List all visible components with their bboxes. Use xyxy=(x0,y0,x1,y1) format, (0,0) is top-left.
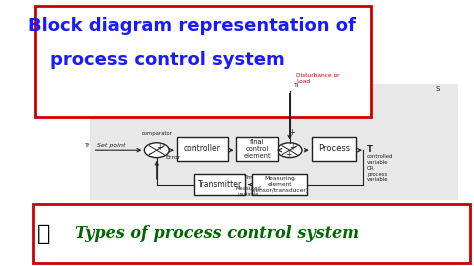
Text: +: + xyxy=(156,143,163,152)
Text: controller: controller xyxy=(184,144,220,153)
Text: controlled
variable
OR
process
variable: controlled variable OR process variable xyxy=(367,154,393,182)
Text: Block diagram representation of: Block diagram representation of xyxy=(28,17,356,35)
FancyBboxPatch shape xyxy=(237,137,279,161)
Circle shape xyxy=(145,143,169,158)
Text: 👉: 👉 xyxy=(37,223,51,244)
Text: final
control
element: final control element xyxy=(244,139,271,159)
FancyBboxPatch shape xyxy=(312,137,356,161)
Text: Types of process control system: Types of process control system xyxy=(75,225,359,242)
Text: Tr: Tr xyxy=(85,143,91,148)
FancyBboxPatch shape xyxy=(91,84,458,201)
FancyBboxPatch shape xyxy=(194,174,245,195)
Text: Disturbance or
Load: Disturbance or Load xyxy=(296,73,340,84)
Text: Set point: Set point xyxy=(97,143,126,148)
Text: +: + xyxy=(290,143,296,152)
Text: Error: Error xyxy=(165,156,181,160)
Text: +: + xyxy=(288,128,295,138)
FancyBboxPatch shape xyxy=(35,6,372,117)
Text: T: T xyxy=(367,145,373,154)
Text: -: - xyxy=(149,149,152,158)
Text: process control system: process control system xyxy=(50,51,285,69)
Circle shape xyxy=(277,143,302,158)
Text: +: + xyxy=(285,150,292,159)
Text: Ti: Ti xyxy=(294,83,300,88)
FancyBboxPatch shape xyxy=(33,205,470,263)
Text: comparator: comparator xyxy=(141,131,172,136)
FancyBboxPatch shape xyxy=(177,137,228,161)
Text: S: S xyxy=(436,86,440,92)
Text: Tm: Tm xyxy=(244,175,254,180)
Text: Process: Process xyxy=(318,144,350,153)
Text: Transmitter: Transmitter xyxy=(198,180,242,189)
Text: Measured
variable: Measured variable xyxy=(236,186,262,197)
FancyBboxPatch shape xyxy=(252,174,307,195)
Text: Measuring
element
(sensor/transducer): Measuring element (sensor/transducer) xyxy=(251,176,309,193)
